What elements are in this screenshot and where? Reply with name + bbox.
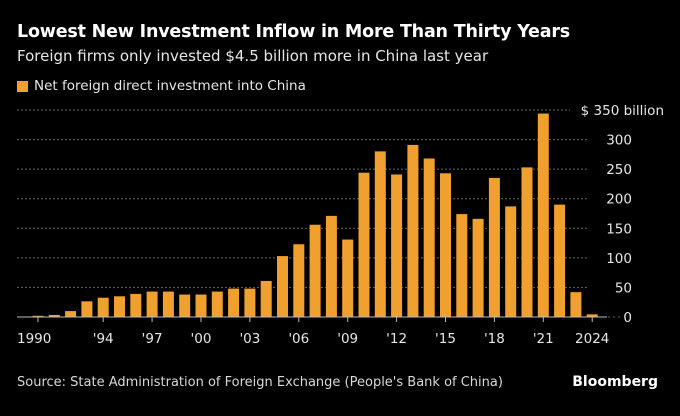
x-tick-label: '00 xyxy=(191,331,212,347)
y-tick-label: 200 xyxy=(606,192,632,208)
x-tick-label: 1990 xyxy=(17,331,51,347)
x-tick-label: '06 xyxy=(288,331,309,347)
bar-2015 xyxy=(440,173,451,317)
bar-2020 xyxy=(521,167,533,317)
x-tick-label: '03 xyxy=(239,331,260,347)
bar-1997 xyxy=(146,291,158,317)
bar-2023 xyxy=(570,292,582,317)
y-tick-label: 300 xyxy=(606,133,632,149)
bar-2000 xyxy=(195,294,207,317)
bar-2014 xyxy=(423,158,435,317)
bar-1998 xyxy=(162,291,174,317)
bar-1994 xyxy=(97,297,109,317)
bar-2007 xyxy=(309,224,321,317)
bar-2009 xyxy=(342,239,354,317)
bar-2001 xyxy=(211,291,223,317)
bar-1993 xyxy=(81,301,93,317)
bloomberg-logo: Bloomberg xyxy=(572,374,658,390)
y-tick-label: $ 350 billion xyxy=(581,103,664,119)
legend-label: Net foreign direct investment into China xyxy=(34,78,306,94)
bar-2024 xyxy=(586,314,598,317)
y-tick-label: 0 xyxy=(623,310,632,326)
y-tick-label: 150 xyxy=(606,221,632,237)
x-tick-label: 2024 xyxy=(575,331,609,347)
bar-1992 xyxy=(65,311,77,317)
y-tick-label: 250 xyxy=(606,162,632,178)
x-tick-label: '94 xyxy=(93,331,114,347)
bar-2017 xyxy=(472,218,484,317)
y-tick-label: 50 xyxy=(615,280,632,296)
y-tick-label: 100 xyxy=(606,251,632,267)
bar-1996 xyxy=(130,293,142,317)
chart-title: Lowest New Investment Inflow in More Tha… xyxy=(17,22,570,42)
bar-2006 xyxy=(293,244,305,317)
x-tick-label: '09 xyxy=(337,331,358,347)
legend: Net foreign direct investment into China xyxy=(17,78,306,94)
bar-2022 xyxy=(554,204,566,317)
bar-2005 xyxy=(277,256,288,317)
x-tick-label: '12 xyxy=(386,331,407,347)
bar-2012 xyxy=(391,174,403,317)
bar-1995 xyxy=(114,296,125,317)
source-note: Source: State Administration of Foreign … xyxy=(17,375,503,390)
bar-2011 xyxy=(374,151,386,317)
bar-1999 xyxy=(179,294,191,317)
x-tick-label: '18 xyxy=(484,331,505,347)
chart-subtitle: Foreign firms only invested $4.5 billion… xyxy=(17,47,489,65)
bar-1990 xyxy=(32,315,44,317)
bar-2016 xyxy=(456,214,468,317)
legend-swatch xyxy=(17,80,28,92)
bar-2003 xyxy=(244,288,256,317)
bar-2021 xyxy=(537,113,549,317)
bar-2008 xyxy=(325,215,337,317)
bar-2018 xyxy=(488,178,500,317)
bar-1991 xyxy=(48,314,60,317)
bar-2004 xyxy=(260,280,272,317)
bar-2002 xyxy=(228,288,240,317)
x-tick-label: '21 xyxy=(533,331,554,347)
x-tick-label: '15 xyxy=(435,331,456,347)
bar-2013 xyxy=(407,144,419,317)
x-tick-label: '97 xyxy=(142,331,163,347)
bar-2019 xyxy=(505,206,517,317)
bar-2010 xyxy=(358,172,370,317)
